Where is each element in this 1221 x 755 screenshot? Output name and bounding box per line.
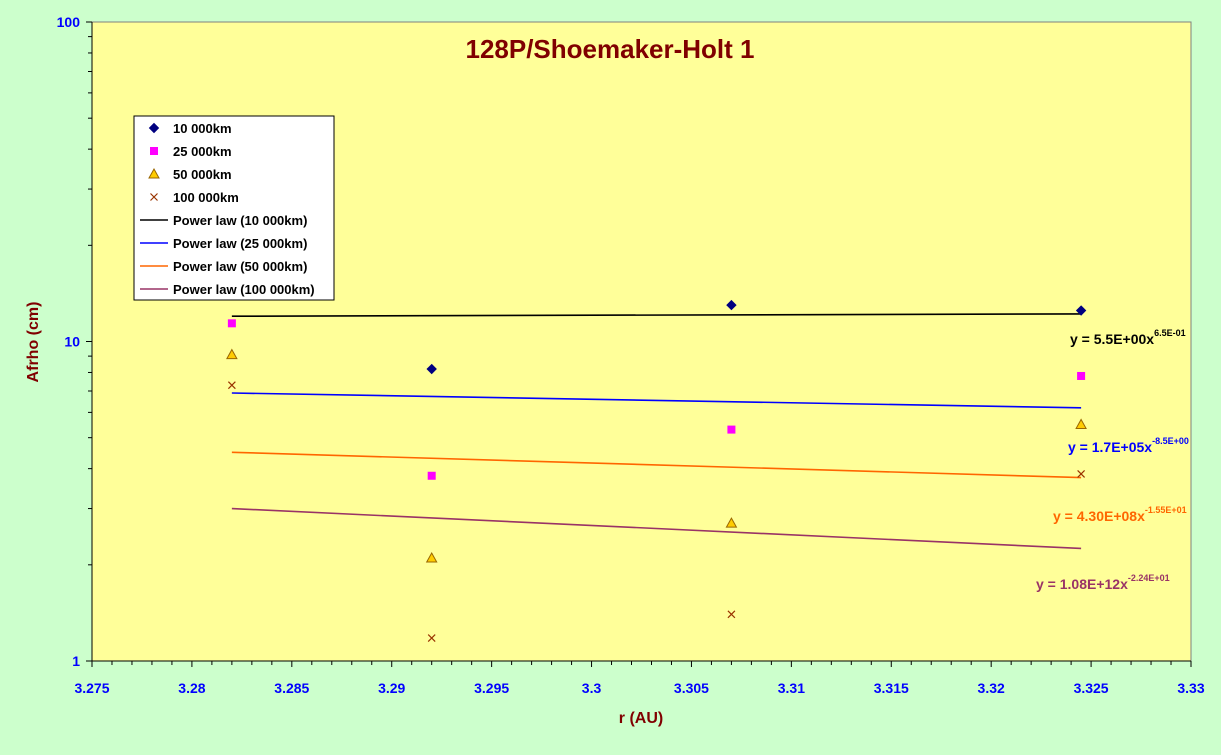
x-tick-labels: 3.275 3.28 3.285 3.29 3.295 3.3 3.305 3.31 3.315… (74, 680, 1204, 696)
data-point-series-4 (1077, 470, 1086, 478)
legend-box (133, 115, 335, 301)
equation-base: y = 5.5E+00x (1070, 331, 1154, 347)
x-tick-label: 3.275 (74, 680, 109, 696)
x-tick-label: 3.295 (474, 680, 509, 696)
data-point-series-3 (725, 517, 738, 528)
equation-base: y = 1.7E+05x (1068, 439, 1152, 455)
x-tick-label: 3.285 (274, 680, 309, 696)
y-tick-label: 10 (64, 334, 80, 350)
data-point-series-1 (726, 299, 737, 311)
legend-label: 25 000km (173, 144, 232, 159)
data-point-series-2 (1077, 371, 1086, 380)
trendline-4 (231, 507, 1082, 550)
x-tick-label: 3.305 (674, 680, 709, 696)
equation-exponent: -8.5E+00 (1152, 436, 1189, 446)
legend-label: 10 000km (173, 121, 232, 136)
equation-exponent: 6.5E-01 (1154, 328, 1186, 338)
x-tick-label: 3.33 (1177, 680, 1204, 696)
chart-title: 128P/Shoemaker-Holt 1 (465, 34, 754, 64)
data-point-series-2 (227, 319, 236, 328)
data-point-series-4 (427, 634, 436, 642)
x-tick-label: 3.28 (178, 680, 205, 696)
trendline-equations: y = 5.5E+00x6.5E-01y = 1.7E+05x-8.5E+00y… (1036, 328, 1189, 592)
data-point-series-2 (727, 425, 736, 434)
trendline-equation-2: y = 1.7E+05x-8.5E+00 (1068, 436, 1189, 455)
data-point-series-1 (1075, 305, 1087, 316)
trendline-1 (231, 313, 1082, 318)
equation-base: y = 4.30E+08x (1053, 508, 1145, 524)
equation-base: y = 1.08E+12x (1036, 576, 1128, 592)
data-points (226, 299, 1087, 642)
equation-exponent: -1.55E+01 (1145, 505, 1187, 515)
legend-items: 10 000km 25 000km 50 000km 100 000km Power l… (140, 121, 315, 297)
legend-label: 50 000km (173, 167, 232, 182)
legend-label: Power law (100 000km) (173, 282, 315, 297)
legend-label: Power law (25 000km) (173, 236, 307, 251)
x-tick-label: 3.29 (378, 680, 405, 696)
trendlines (231, 313, 1082, 550)
legend-label: Power law (50 000km) (173, 259, 307, 274)
data-point-series-3 (425, 552, 438, 563)
x-tick-label: 3.3 (582, 680, 602, 696)
x-tick-label: 3.32 (978, 680, 1005, 696)
y-axis-title: Afrho (cm) (25, 302, 42, 383)
x-tick-label: 3.325 (1074, 680, 1109, 696)
trendline-equation-1: y = 5.5E+00x6.5E-01 (1070, 328, 1186, 347)
x-tick-label: 3.31 (778, 680, 805, 696)
data-point-series-2 (427, 471, 436, 480)
legend: 10 000km 25 000km 50 000km 100 000km Power l… (133, 115, 335, 301)
y-tick-labels: 1 10 100 (57, 14, 81, 669)
trendline-equation-4: y = 1.08E+12x-2.24E+01 (1036, 573, 1170, 592)
equation-exponent: -2.24E+01 (1128, 573, 1170, 583)
x-axis-title: r (AU) (619, 710, 663, 727)
legend-label: 100 000km (173, 190, 239, 205)
x-tick-label: 3.315 (874, 680, 909, 696)
legend-marker-1 (148, 122, 160, 134)
axes (86, 21, 1192, 667)
data-point-series-3 (1075, 418, 1087, 429)
data-point-series-4 (727, 610, 736, 619)
legend-marker-4 (150, 193, 158, 201)
data-point-series-3 (226, 348, 238, 360)
trendline-2 (231, 392, 1082, 409)
legend-marker-2 (150, 147, 158, 155)
legend-label: Power law (10 000km) (173, 213, 307, 228)
trendline-3 (231, 451, 1082, 479)
y-tick-label: 100 (57, 14, 81, 30)
data-point-series-1 (426, 363, 437, 375)
legend-marker-3 (148, 167, 160, 179)
data-point-series-4 (227, 381, 236, 390)
y-tick-label: 1 (72, 653, 80, 669)
trendline-equation-3: y = 4.30E+08x-1.55E+01 (1053, 505, 1187, 524)
